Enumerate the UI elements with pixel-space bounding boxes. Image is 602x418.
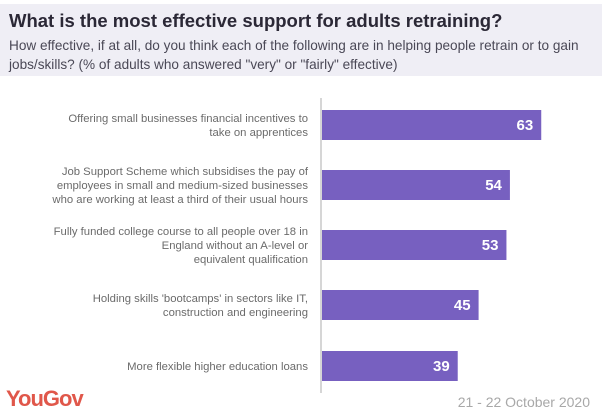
- bar-value-label: 54: [485, 177, 502, 194]
- bar: [322, 110, 542, 140]
- bar: [322, 230, 507, 260]
- category-label-line: Fully funded college course to all peopl…: [54, 226, 308, 238]
- category-label-line: Offering small businesses financial ince…: [68, 113, 308, 125]
- category-label-line: who are working at least a third of thei…: [51, 194, 308, 206]
- category-label: Job Support Scheme which subsidises the …: [51, 166, 308, 206]
- category-label: More flexible higher education loans: [127, 361, 308, 373]
- category-label: Offering small businesses financial ince…: [68, 113, 308, 139]
- category-label: Holding skills 'bootcamps' in sectors li…: [93, 293, 308, 319]
- bar: [322, 351, 458, 381]
- chart-title: What is the most effective support for a…: [9, 10, 503, 31]
- bar: [322, 170, 510, 200]
- yougov-logo: YouGov: [6, 386, 84, 411]
- category-label-line: take on apprentices: [209, 127, 308, 139]
- category-label-line: Holding skills 'bootcamps' in sectors li…: [93, 293, 308, 305]
- category-label-line: construction and engineering: [163, 307, 308, 319]
- category-label: Fully funded college course to all peopl…: [54, 226, 309, 266]
- category-label-line: More flexible higher education loans: [127, 361, 308, 373]
- chart-subtitle: How effective, if at all, do you think e…: [9, 38, 579, 72]
- survey-date: 21 - 22 October 2020: [457, 394, 590, 410]
- bar-value-label: 39: [433, 358, 450, 375]
- category-label-line: England without an A-level or: [162, 240, 309, 252]
- bar: [322, 290, 479, 320]
- chart-header: What is the most effective support for a…: [0, 4, 602, 76]
- bar-value-label: 63: [517, 117, 534, 134]
- category-label-line: Job Support Scheme which subsidises the …: [62, 166, 309, 178]
- category-label-line: equivalent qualification: [194, 254, 308, 266]
- bar-value-label: 53: [482, 237, 499, 254]
- category-label-line: employees in small and medium-sized busi…: [57, 180, 309, 192]
- bar-value-label: 45: [454, 297, 471, 314]
